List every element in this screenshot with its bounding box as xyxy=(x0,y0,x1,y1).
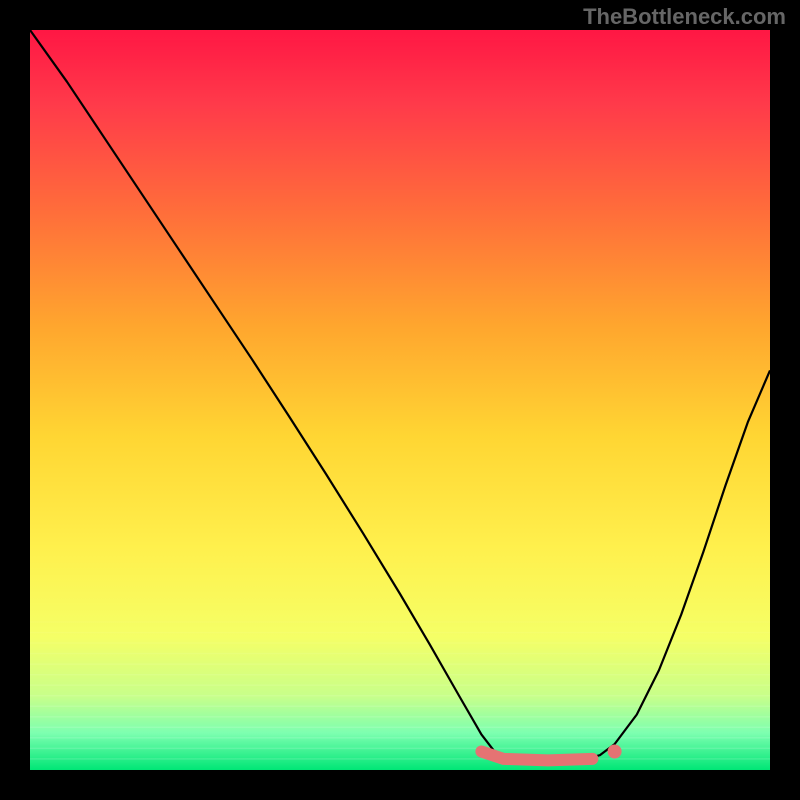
plot-area xyxy=(30,30,770,770)
valley-marker-line xyxy=(481,752,592,761)
valley-marker-dot xyxy=(608,745,622,759)
watermark-text: TheBottleneck.com xyxy=(583,4,786,30)
chart-curve-layer xyxy=(30,30,770,770)
bottleneck-curve xyxy=(30,30,770,763)
